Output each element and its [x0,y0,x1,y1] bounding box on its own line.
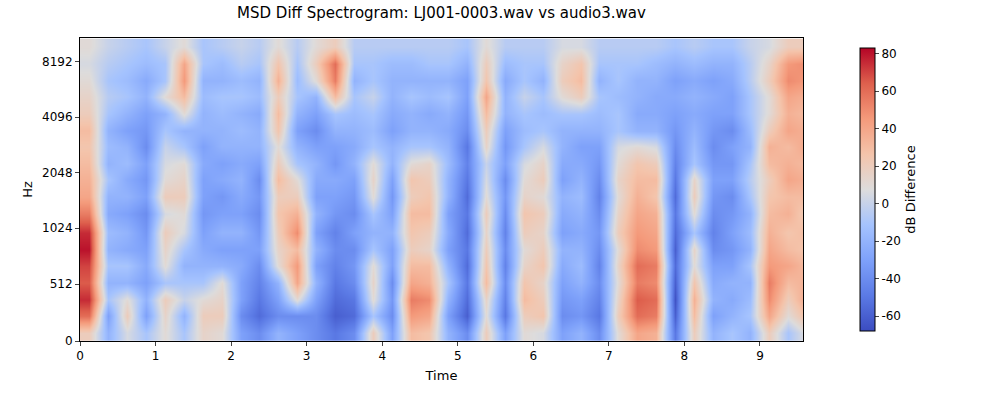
svg-text:4: 4 [378,349,386,363]
svg-text:8: 8 [681,349,689,363]
svg-text:6: 6 [529,349,537,363]
svg-text:dB Difference: dB Difference [903,145,918,233]
svg-text:5: 5 [454,349,462,363]
svg-text:Hz: Hz [20,181,35,198]
svg-text:1: 1 [152,349,160,363]
svg-text:4096: 4096 [42,110,73,124]
svg-text:80: 80 [881,47,896,61]
svg-text:0: 0 [76,349,84,363]
svg-text:0: 0 [65,334,73,348]
svg-text:512: 512 [50,277,73,291]
svg-text:3: 3 [303,349,311,363]
svg-text:2: 2 [227,349,235,363]
svg-text:2048: 2048 [42,166,73,180]
svg-text:8192: 8192 [42,55,73,69]
svg-text:1024: 1024 [42,221,73,235]
svg-text:-20: -20 [881,234,901,248]
svg-text:-40: -40 [881,272,901,286]
svg-text:7: 7 [605,349,613,363]
svg-text:MSD Diff Spectrogram: LJ001-00: MSD Diff Spectrogram: LJ001-0003.wav vs … [237,4,646,22]
svg-text:20: 20 [881,159,896,173]
svg-text:-60: -60 [881,309,901,323]
svg-text:9: 9 [756,349,764,363]
svg-text:40: 40 [881,122,896,136]
svg-text:60: 60 [881,84,896,98]
svg-text:Time: Time [425,368,458,383]
svg-text:0: 0 [881,197,889,211]
